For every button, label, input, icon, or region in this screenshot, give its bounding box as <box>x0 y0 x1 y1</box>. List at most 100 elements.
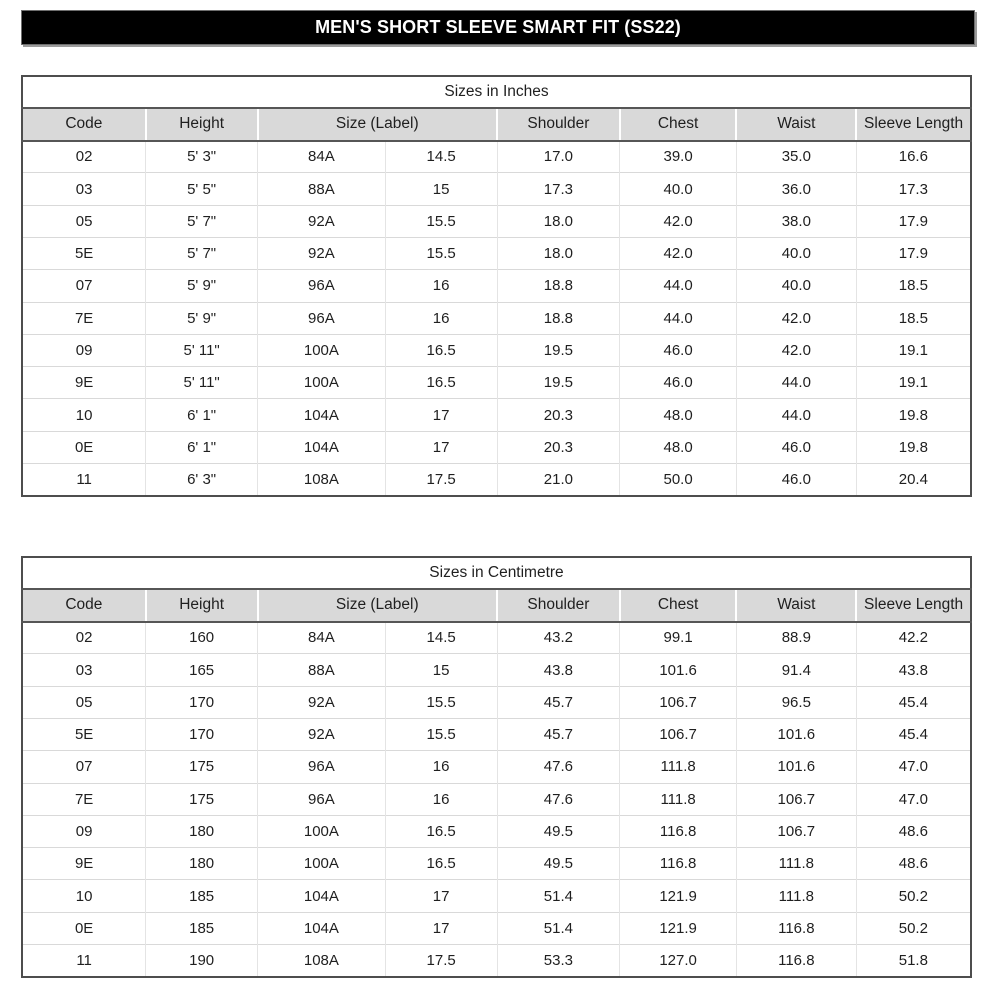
column-header: Height <box>144 108 258 142</box>
column-header: Waist <box>735 108 857 142</box>
table-cell: 91.4 <box>735 653 857 687</box>
table-row: 05 5' 7" 92A 15.5 18.0 42.0 38.0 17.9 <box>22 204 971 238</box>
table-cell: 16.5 <box>384 366 498 399</box>
table-row: 07 175 96A 16 47.6 111.8 101.6 47.0 <box>22 750 971 784</box>
table-cell: 5' 7" <box>145 236 258 270</box>
table-cell: 100A <box>257 333 386 367</box>
table-cell: 48.0 <box>619 430 737 464</box>
table-cell: 92A <box>257 685 386 719</box>
column-header: Code <box>22 589 146 623</box>
table-title: Sizes in Inches <box>22 76 971 110</box>
table-cell: 104A <box>257 430 386 464</box>
table-cell: 5' 7" <box>145 204 258 238</box>
table-cell: 43.8 <box>855 653 971 687</box>
table-cell: 16.6 <box>855 140 971 173</box>
table-cell: 19.5 <box>496 333 620 367</box>
table-cell: 108A <box>257 944 386 977</box>
table-cell: 185 <box>145 879 258 913</box>
table-cell: 0E <box>22 911 146 945</box>
table-cell: 09 <box>22 333 146 367</box>
table-row: 5E 5' 7" 92A 15.5 18.0 42.0 40.0 17.9 <box>22 236 971 270</box>
table-cell: 48.6 <box>855 847 971 880</box>
table-cell: 111.8 <box>735 879 857 913</box>
table-cell: 10 <box>22 398 146 432</box>
table-cell: 99.1 <box>619 621 737 654</box>
table-row: 9E 180 100A 16.5 49.5 116.8 111.8 48.6 <box>22 847 971 880</box>
table-row: 07 5' 9" 96A 16 18.8 44.0 40.0 18.5 <box>22 269 971 303</box>
table-cell: 16 <box>384 269 498 303</box>
table-cell: 14.5 <box>384 140 498 173</box>
table-cell: 07 <box>22 750 146 784</box>
table-cell: 48.6 <box>855 814 971 848</box>
table-cell: 44.0 <box>735 398 857 432</box>
table-cell: 51.4 <box>496 911 620 945</box>
table-cell: 51.8 <box>855 944 971 977</box>
table-cell: 51.4 <box>496 879 620 913</box>
table-cell: 116.8 <box>619 814 737 848</box>
table-cell: 185 <box>145 911 258 945</box>
table-cell: 18.5 <box>855 301 971 335</box>
table-cell: 84A <box>257 621 386 654</box>
table-cell: 106.7 <box>735 814 857 848</box>
table-cell: 92A <box>257 717 386 751</box>
table-cell: 96A <box>257 269 386 303</box>
table-cell: 5' 11" <box>145 333 258 367</box>
table-row: 03 165 88A 15 43.8 101.6 91.4 43.8 <box>22 653 971 687</box>
column-header: Shoulder <box>496 589 620 623</box>
table-cell: 175 <box>145 782 258 816</box>
table-cell: 42.2 <box>855 621 971 654</box>
table-cell: 17.9 <box>855 236 971 270</box>
table-cell: 19.8 <box>855 430 971 464</box>
table-cell: 50.2 <box>855 879 971 913</box>
table-cell: 16.5 <box>384 333 498 367</box>
column-header: Size (Label) <box>256 108 498 142</box>
table-cell: 116.8 <box>619 847 737 880</box>
column-header: Height <box>144 589 258 623</box>
table-cell: 14.5 <box>384 621 498 654</box>
table-cell: 17.5 <box>384 944 498 977</box>
table-cell: 17.9 <box>855 204 971 238</box>
table-cell: 19.8 <box>855 398 971 432</box>
table-cell: 10 <box>22 879 146 913</box>
column-header: Size (Label) <box>256 589 498 623</box>
table-cell: 11 <box>22 944 146 977</box>
table-row: 10 185 104A 17 51.4 121.9 111.8 50.2 <box>22 879 971 913</box>
table-cell: 6' 1" <box>145 398 258 432</box>
table-cell: 6' 1" <box>145 430 258 464</box>
table-cell: 48.0 <box>619 398 737 432</box>
table-cell: 5' 11" <box>145 366 258 399</box>
table-row: 0E 185 104A 17 51.4 121.9 116.8 50.2 <box>22 911 971 945</box>
column-header: Waist <box>735 589 857 623</box>
sizes-in-centimetre-section: Sizes in Centimetre Code Height Size (Label… <box>21 556 972 978</box>
table-cell: 44.0 <box>619 269 737 303</box>
table-cell: 16.5 <box>384 814 498 848</box>
table-cell: 07 <box>22 269 146 303</box>
table-cell: 9E <box>22 847 146 880</box>
table-cell: 15 <box>384 653 498 687</box>
table-cell: 19.1 <box>855 366 971 399</box>
table-cell: 106.7 <box>619 717 737 751</box>
table-cell: 16 <box>384 782 498 816</box>
table-row: 02 160 84A 14.5 43.2 99.1 88.9 42.2 <box>22 621 971 654</box>
sizes-in-centimetre-table: Sizes in Centimetre Code Height Size (Label… <box>21 556 972 978</box>
table-cell: 18.0 <box>496 236 620 270</box>
table-cell: 18.0 <box>496 204 620 238</box>
table-cell: 180 <box>145 814 258 848</box>
table-cell: 21.0 <box>496 463 620 496</box>
table-cell: 5' 5" <box>145 172 258 206</box>
table-cell: 100A <box>257 814 386 848</box>
table-cell: 5E <box>22 717 146 751</box>
table-cell: 111.8 <box>619 782 737 816</box>
table-row: 7E 175 96A 16 47.6 111.8 106.7 47.0 <box>22 782 971 816</box>
table-cell: 170 <box>145 685 258 719</box>
table-cell: 53.3 <box>496 944 620 977</box>
table-cell: 50.0 <box>619 463 737 496</box>
table-cell: 116.8 <box>735 944 857 977</box>
table-cell: 116.8 <box>735 911 857 945</box>
table-cell: 96.5 <box>735 685 857 719</box>
table-row: 7E 5' 9" 96A 16 18.8 44.0 42.0 18.5 <box>22 301 971 335</box>
table-cell: 96A <box>257 750 386 784</box>
table-row: 11 190 108A 17.5 53.3 127.0 116.8 51.8 <box>22 944 971 977</box>
table-cell: 88.9 <box>735 621 857 654</box>
table-cell: 108A <box>257 463 386 496</box>
